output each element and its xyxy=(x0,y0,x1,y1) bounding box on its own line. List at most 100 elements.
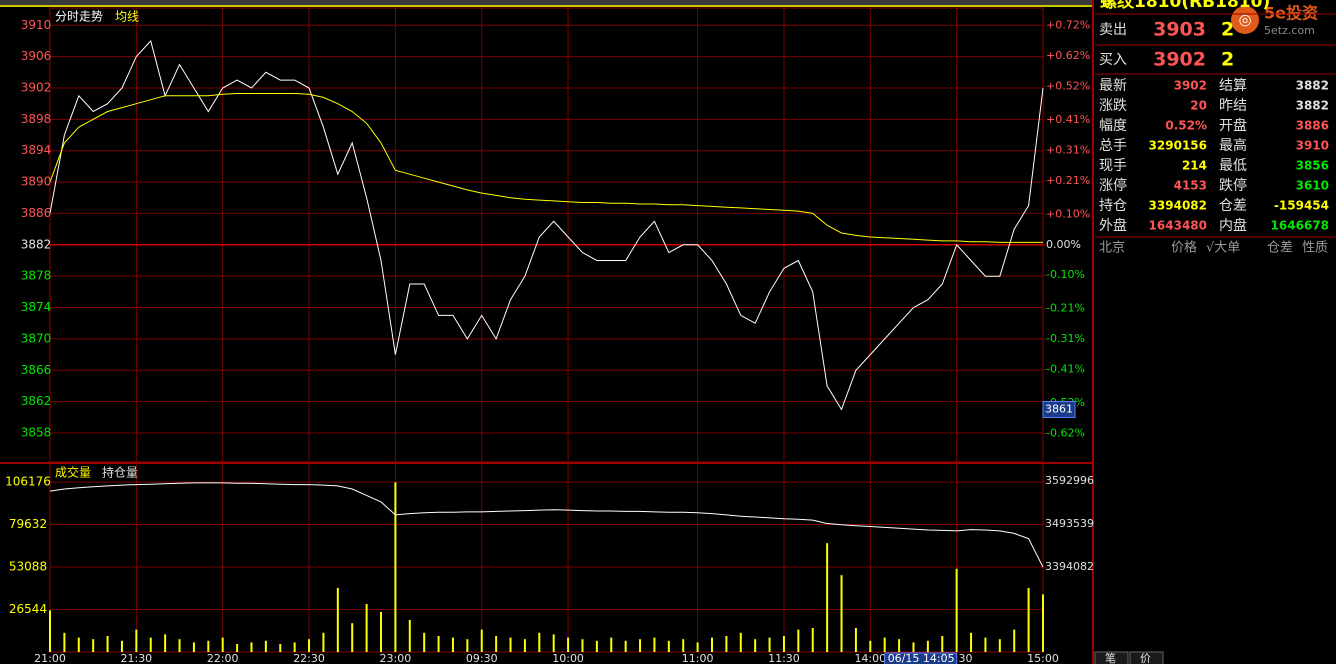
labels: 21:00 21:30 22:00 22:30 23:00 09:30 10:00 11:00… xyxy=(5,10,1094,664)
quote-label: 现手 xyxy=(1099,158,1127,174)
y-tick-label: 3890 xyxy=(21,175,52,189)
volume-bar xyxy=(77,637,80,652)
y2-tick-label: 3394082 xyxy=(1045,560,1094,573)
volume-bar xyxy=(970,632,973,652)
quote-label: 内盘 xyxy=(1219,217,1247,234)
y-tick-label: 3878 xyxy=(21,269,52,283)
quote-label: 持仓 xyxy=(1099,198,1127,214)
x-tick-label: 21:00 xyxy=(34,652,66,664)
quote-value: 20 xyxy=(1190,99,1207,113)
volume-bar xyxy=(1027,587,1030,652)
y-tick-label: 3906 xyxy=(21,49,52,63)
volume-bar xyxy=(984,637,987,652)
y2-tick-label: 3592996 xyxy=(1045,474,1094,487)
column-header: 仓差 xyxy=(1267,241,1293,256)
volume-bar xyxy=(250,642,253,652)
y-tick-label: 3882 xyxy=(21,237,52,251)
y-tick-label: 3886 xyxy=(21,206,52,220)
quote-value: 3886 xyxy=(1296,119,1329,133)
volume-bar xyxy=(264,640,267,652)
quote-label: 涨跌 xyxy=(1099,98,1127,114)
y-tick-label: 79632 xyxy=(9,517,47,531)
y-tick-label: 3866 xyxy=(21,363,52,377)
x-cursor-box xyxy=(884,652,958,664)
quote-label: 最高 xyxy=(1219,137,1247,154)
quote-value: 214 xyxy=(1182,159,1207,173)
volume-bar xyxy=(826,543,829,652)
x-tick-label: 21:30 xyxy=(120,652,152,664)
logo-icon xyxy=(1231,6,1259,34)
marks xyxy=(49,39,1044,652)
quote-value: 3610 xyxy=(1296,179,1329,193)
volume-bar xyxy=(682,639,685,652)
quote-value: 3394082 xyxy=(1149,199,1207,213)
volume-bar xyxy=(811,627,814,652)
y2-tick-label: +0.10% xyxy=(1046,207,1090,220)
volume-bar xyxy=(883,637,886,652)
y2-tick-label: -0.21% xyxy=(1046,302,1085,315)
x-tick-label: 10:00 xyxy=(552,652,584,664)
volume-bar xyxy=(797,629,800,652)
volume-bar xyxy=(898,639,901,652)
volume-bar xyxy=(221,637,224,652)
volume-bar xyxy=(941,635,944,652)
volume-bar xyxy=(624,640,627,652)
y-tick-label: 3898 xyxy=(21,112,52,126)
y2-tick-label: -0.41% xyxy=(1046,363,1085,376)
logo-glyph: ◎ xyxy=(1238,11,1251,29)
volume-bar xyxy=(1013,629,1016,652)
volume-bar xyxy=(926,640,929,652)
volume-bar xyxy=(63,632,66,652)
tab[interactable] xyxy=(1129,651,1164,664)
y2-tick-label: -0.31% xyxy=(1046,332,1085,345)
volume-bar xyxy=(840,575,843,652)
x-tick-label: 09:30 xyxy=(466,652,498,664)
quote-value: 1646678 xyxy=(1271,219,1329,233)
order-price: 3902 xyxy=(1153,49,1206,71)
y-tick-label: 106176 xyxy=(5,475,51,489)
volume-bar xyxy=(538,632,541,652)
y2-tick-label: +0.41% xyxy=(1046,113,1090,126)
quote-label: 开盘 xyxy=(1219,117,1247,134)
top-strip-line xyxy=(0,5,1093,7)
y-tick-label: 3894 xyxy=(21,143,52,157)
volume-bar xyxy=(581,639,584,652)
volume-bar xyxy=(135,629,138,652)
y2-tick-label: -0.10% xyxy=(1046,268,1085,281)
volume-bar xyxy=(192,642,195,652)
volume-bar xyxy=(207,640,210,652)
quote-value: 3882 xyxy=(1296,79,1329,93)
quote-label: 外盘 xyxy=(1099,217,1127,234)
quote-value: 3910 xyxy=(1296,139,1329,153)
quote-panel: ◎ 5e投资 5etz.com 螺纹1810(RB1810) 卖出 3903 2 买入 3… xyxy=(1094,0,1336,664)
y2-tick-label: +0.72% xyxy=(1046,19,1090,32)
volume-bar xyxy=(279,643,282,652)
y2-tick-label: +0.31% xyxy=(1046,143,1090,156)
order-price: 3903 xyxy=(1153,19,1206,41)
quote-label: 总手 xyxy=(1099,138,1127,154)
volume-bar xyxy=(293,642,296,652)
y2-tick-label: +0.62% xyxy=(1046,49,1090,62)
volume-bar xyxy=(595,640,598,652)
y2-tick-label: -0.62% xyxy=(1046,427,1085,440)
instrument-title: 螺纹1810(RB1810) xyxy=(1100,0,1270,12)
tab[interactable] xyxy=(1094,651,1129,664)
volume-bar xyxy=(164,634,167,652)
x-tick-label: 11:30 xyxy=(768,652,800,664)
y-tick-label: 3874 xyxy=(21,300,52,314)
volume-bar xyxy=(49,610,51,652)
logo-brand: 5e投资 xyxy=(1264,4,1318,23)
volume-bar xyxy=(639,639,642,652)
y-cursor-box xyxy=(1042,400,1076,418)
order-label: 买入 xyxy=(1099,52,1127,68)
volume-bar xyxy=(451,637,454,652)
order-volume: 2 xyxy=(1221,49,1234,71)
y-tick-label: 3870 xyxy=(21,331,52,345)
volume-bar xyxy=(423,632,426,652)
volume-bar xyxy=(480,629,483,652)
x-cursor-label: 06/15 14:05 xyxy=(888,652,955,664)
volume-bar xyxy=(322,632,325,652)
